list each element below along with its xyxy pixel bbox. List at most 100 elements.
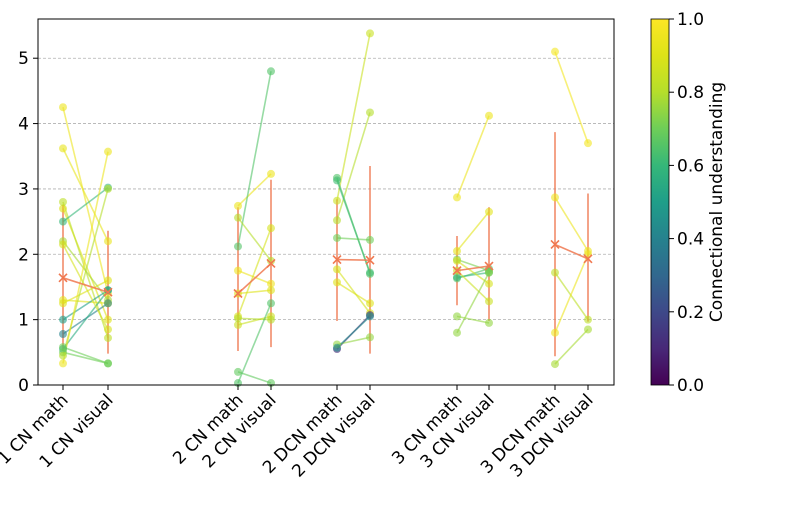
data-point xyxy=(104,237,112,246)
pair-line xyxy=(456,258,490,272)
data-point xyxy=(104,333,112,342)
colorbar-tick-label: 1.0 xyxy=(677,10,704,30)
pair-line xyxy=(62,346,109,365)
pair-line xyxy=(456,211,490,252)
grid-lines xyxy=(38,57,614,321)
data-point xyxy=(333,196,341,205)
error-bars xyxy=(62,132,589,357)
pair-line xyxy=(62,351,109,365)
pair-line xyxy=(237,269,272,285)
data-point xyxy=(584,325,592,334)
data-point xyxy=(59,240,67,249)
pair-line xyxy=(237,317,272,321)
pair-line xyxy=(456,115,490,198)
data-point xyxy=(485,268,493,277)
pair-line xyxy=(336,268,371,314)
data-point xyxy=(267,286,275,295)
data-point xyxy=(267,67,275,76)
data-point xyxy=(59,359,67,368)
colorbar-label: Connectional understanding xyxy=(707,82,727,322)
data-point xyxy=(234,367,242,376)
data-point xyxy=(59,204,67,213)
pair-line xyxy=(62,279,109,305)
pair-line xyxy=(62,186,109,223)
pair-line xyxy=(62,148,109,242)
pair-line xyxy=(336,315,371,349)
data-point xyxy=(59,315,67,324)
pair-line xyxy=(336,33,371,201)
mean-line xyxy=(336,258,371,261)
pair-line xyxy=(237,71,272,247)
plot-frame xyxy=(37,18,615,386)
data-point xyxy=(59,330,67,339)
y-tick-label: 5 xyxy=(18,49,29,69)
data-point xyxy=(366,235,374,244)
data-point xyxy=(584,139,592,148)
data-point xyxy=(453,273,461,282)
pair-line xyxy=(554,328,589,365)
mean-line xyxy=(456,265,490,272)
data-point xyxy=(333,233,341,242)
mean-line xyxy=(237,262,272,295)
data-point xyxy=(333,176,341,185)
data-point xyxy=(453,193,461,202)
data-point xyxy=(267,299,275,308)
data-points xyxy=(59,29,592,388)
data-point xyxy=(234,213,242,222)
data-point xyxy=(267,279,275,288)
pair-line xyxy=(456,260,490,285)
data-point xyxy=(267,224,275,233)
data-point xyxy=(366,299,374,308)
data-point xyxy=(59,103,67,112)
pair-line xyxy=(237,289,272,295)
data-point xyxy=(551,193,559,202)
data-point xyxy=(551,328,559,337)
data-point xyxy=(234,320,242,329)
data-point xyxy=(584,315,592,324)
pair-line xyxy=(237,371,272,384)
y-tick-label: 2 xyxy=(18,245,29,265)
data-point xyxy=(59,198,67,206)
pair-line xyxy=(554,51,589,144)
data-point xyxy=(59,144,67,153)
pair-line xyxy=(554,197,589,252)
pair-lines xyxy=(62,33,589,384)
data-point xyxy=(59,299,67,308)
pair-line xyxy=(62,244,109,330)
data-point xyxy=(366,108,374,117)
pair-line xyxy=(237,227,272,317)
pair-line xyxy=(237,173,272,207)
colorbar-tick-label: 0.2 xyxy=(677,303,704,323)
pair-line xyxy=(336,112,371,221)
pair-line xyxy=(62,151,109,364)
data-point xyxy=(485,297,493,306)
mean-line xyxy=(62,277,109,293)
mean-marker xyxy=(58,273,68,283)
pair-line xyxy=(237,315,272,326)
mean-marker xyxy=(550,239,560,250)
colorbar-tick-label: 0.6 xyxy=(677,156,704,176)
data-point xyxy=(104,276,112,285)
data-point xyxy=(551,268,559,277)
data-point xyxy=(234,266,242,275)
mean-marker xyxy=(266,258,276,269)
colorbar-ticks: 0.0 0.2 0.4 0.6 0.8 1.0 xyxy=(669,10,704,396)
pair-line xyxy=(336,281,371,304)
pair-line xyxy=(237,302,272,384)
data-point xyxy=(485,111,493,120)
pair-line xyxy=(62,289,109,321)
data-point xyxy=(59,343,67,352)
data-point xyxy=(104,299,112,308)
data-point xyxy=(234,201,242,210)
data-point xyxy=(333,278,341,287)
data-point xyxy=(485,207,493,216)
mean-marker xyxy=(583,254,593,264)
data-point xyxy=(59,217,67,226)
pair-line xyxy=(62,289,109,350)
pair-line xyxy=(62,299,109,305)
mean-marker xyxy=(103,287,113,297)
data-point xyxy=(267,315,275,324)
mean-markers xyxy=(58,239,593,299)
data-point xyxy=(333,343,341,352)
